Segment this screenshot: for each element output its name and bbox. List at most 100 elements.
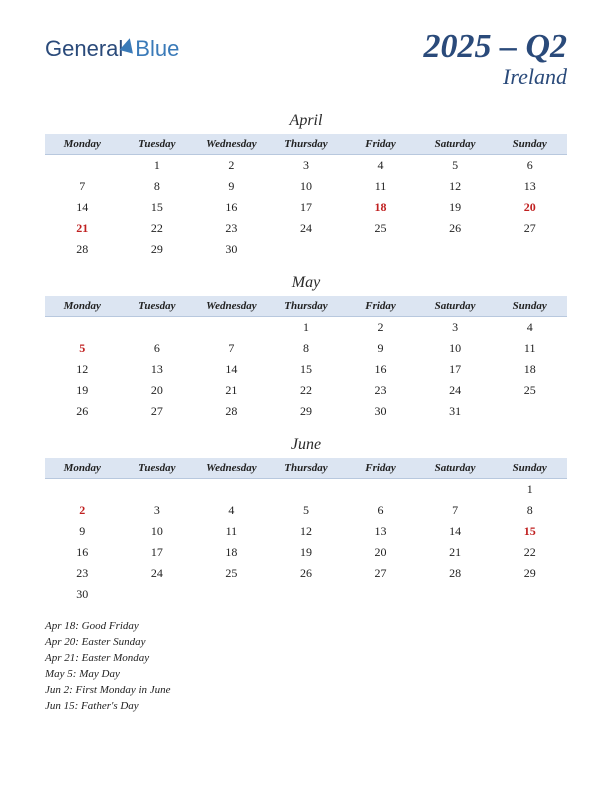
calendar-cell: 12 bbox=[418, 176, 493, 197]
calendar-cell: 26 bbox=[269, 563, 344, 584]
calendar-cell: 23 bbox=[45, 563, 120, 584]
calendar-cell: 14 bbox=[45, 197, 120, 218]
calendar-cell bbox=[194, 479, 269, 501]
calendar-cell: 28 bbox=[194, 401, 269, 422]
calendar-cell: 25 bbox=[194, 563, 269, 584]
month-block: MayMondayTuesdayWednesdayThursdayFridayS… bbox=[45, 274, 567, 422]
calendar-cell: 1 bbox=[492, 479, 567, 501]
calendar-cell: 30 bbox=[45, 584, 120, 605]
calendar-cell: 22 bbox=[120, 218, 195, 239]
calendar-table: MondayTuesdayWednesdayThursdayFridaySatu… bbox=[45, 296, 567, 422]
calendar-cell bbox=[45, 155, 120, 177]
calendar-cell: 23 bbox=[343, 380, 418, 401]
calendar-cell: 24 bbox=[269, 218, 344, 239]
calendar-cell: 15 bbox=[492, 521, 567, 542]
month-name: June bbox=[45, 436, 567, 454]
day-header: Monday bbox=[45, 134, 120, 155]
calendar-cell bbox=[120, 584, 195, 605]
calendar-cell bbox=[120, 317, 195, 339]
calendar-cell: 14 bbox=[194, 359, 269, 380]
day-header: Friday bbox=[343, 134, 418, 155]
title-block: 2025 – Q2 Ireland bbox=[423, 28, 567, 90]
calendar-cell: 23 bbox=[194, 218, 269, 239]
calendar-cell bbox=[269, 479, 344, 501]
calendar-cell: 2 bbox=[194, 155, 269, 177]
calendar-cell: 29 bbox=[120, 239, 195, 260]
calendar-cell: 29 bbox=[492, 563, 567, 584]
month-block: JuneMondayTuesdayWednesdayThursdayFriday… bbox=[45, 436, 567, 605]
calendar-cell: 17 bbox=[418, 359, 493, 380]
calendar-cell bbox=[492, 239, 567, 260]
holiday-item: Jun 2: First Monday in June bbox=[45, 683, 567, 699]
calendar-cell: 5 bbox=[418, 155, 493, 177]
calendar-cell: 4 bbox=[194, 500, 269, 521]
calendar-cell: 28 bbox=[45, 239, 120, 260]
calendar-cell: 22 bbox=[269, 380, 344, 401]
calendar-cell: 11 bbox=[492, 338, 567, 359]
calendar-cell: 25 bbox=[492, 380, 567, 401]
calendar-cell bbox=[269, 584, 344, 605]
calendar-cell: 16 bbox=[45, 542, 120, 563]
calendar-cell: 15 bbox=[120, 197, 195, 218]
calendar-cell bbox=[194, 584, 269, 605]
calendar-cell: 10 bbox=[120, 521, 195, 542]
calendar-cell: 21 bbox=[418, 542, 493, 563]
month-name: April bbox=[45, 112, 567, 130]
day-header: Wednesday bbox=[194, 296, 269, 317]
calendar-cell: 17 bbox=[269, 197, 344, 218]
day-header: Thursday bbox=[269, 458, 344, 479]
calendar-cell: 16 bbox=[194, 197, 269, 218]
calendar-cell bbox=[269, 239, 344, 260]
day-header: Tuesday bbox=[120, 134, 195, 155]
calendar-cell: 7 bbox=[418, 500, 493, 521]
logo-text-2: Blue bbox=[135, 36, 179, 62]
calendar-cell bbox=[343, 584, 418, 605]
calendar-cell: 26 bbox=[45, 401, 120, 422]
calendar-cell: 8 bbox=[492, 500, 567, 521]
calendar-cell bbox=[418, 479, 493, 501]
calendar-cell: 18 bbox=[492, 359, 567, 380]
calendar-cell: 7 bbox=[45, 176, 120, 197]
calendar-cell: 9 bbox=[45, 521, 120, 542]
calendar-cell: 18 bbox=[194, 542, 269, 563]
calendar-cell: 19 bbox=[45, 380, 120, 401]
calendar-cell: 5 bbox=[45, 338, 120, 359]
day-header: Wednesday bbox=[194, 134, 269, 155]
day-header: Friday bbox=[343, 458, 418, 479]
calendar-cell: 11 bbox=[343, 176, 418, 197]
calendar-cell bbox=[120, 479, 195, 501]
calendar-cell: 4 bbox=[492, 317, 567, 339]
day-header: Friday bbox=[343, 296, 418, 317]
calendar-cell: 13 bbox=[343, 521, 418, 542]
calendar-cell: 8 bbox=[269, 338, 344, 359]
holiday-item: Jun 15: Father's Day bbox=[45, 699, 567, 715]
day-header: Thursday bbox=[269, 296, 344, 317]
calendar-cell: 20 bbox=[492, 197, 567, 218]
calendar-cell: 8 bbox=[120, 176, 195, 197]
calendar-cell: 11 bbox=[194, 521, 269, 542]
calendar-cell bbox=[418, 239, 493, 260]
calendar-cell bbox=[492, 584, 567, 605]
logo: GeneralBlue bbox=[45, 36, 179, 62]
calendar-cell: 10 bbox=[418, 338, 493, 359]
calendar-cell: 27 bbox=[343, 563, 418, 584]
day-header: Thursday bbox=[269, 134, 344, 155]
day-header: Saturday bbox=[418, 458, 493, 479]
calendar-cell: 9 bbox=[343, 338, 418, 359]
page-subtitle: Ireland bbox=[423, 64, 567, 90]
calendar-cell: 2 bbox=[45, 500, 120, 521]
day-header: Sunday bbox=[492, 458, 567, 479]
calendar-cell: 1 bbox=[269, 317, 344, 339]
day-header: Tuesday bbox=[120, 458, 195, 479]
calendar-cell: 17 bbox=[120, 542, 195, 563]
calendar-cell: 13 bbox=[120, 359, 195, 380]
calendar-cell bbox=[492, 401, 567, 422]
calendar-cell: 19 bbox=[418, 197, 493, 218]
calendar-cell: 3 bbox=[120, 500, 195, 521]
day-header: Monday bbox=[45, 458, 120, 479]
calendar-cell bbox=[418, 584, 493, 605]
calendar-cell: 6 bbox=[120, 338, 195, 359]
calendar-cell: 9 bbox=[194, 176, 269, 197]
calendar-cell: 7 bbox=[194, 338, 269, 359]
calendar-cell bbox=[343, 479, 418, 501]
